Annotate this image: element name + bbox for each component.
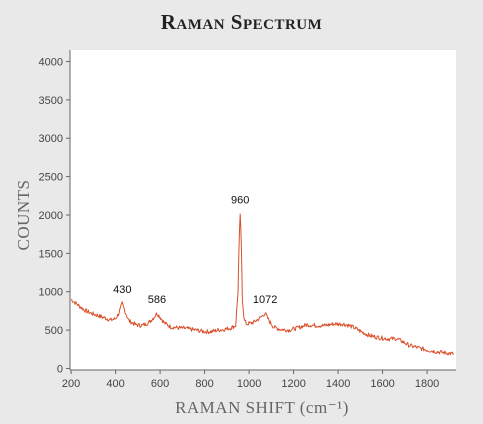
peak-label: 960: [231, 194, 249, 206]
y-axis-label: COUNTS: [14, 179, 33, 250]
y-tick-label: 4000: [39, 57, 63, 69]
x-tick-label: 1200: [281, 378, 305, 390]
x-axis-label: RAMAN SHIFT (cm⁻¹): [175, 398, 349, 417]
peak-label: 430: [113, 284, 131, 296]
axes: 200 400 600 800 1000 1200 1400 1600 1800 0 500 1000…: [39, 50, 456, 390]
x-tick-label: 1600: [370, 378, 394, 390]
y-tick-label: 3000: [39, 133, 63, 145]
x-tick-label: 800: [195, 378, 213, 390]
y-tick-label: 500: [45, 325, 63, 337]
x-tick-label: 400: [106, 378, 124, 390]
x-tick-label: 1800: [415, 378, 439, 390]
spectrum-line: [70, 213, 455, 356]
y-tick-label: 0: [57, 363, 63, 375]
y-tick-label: 3500: [39, 95, 63, 107]
peak-label: 586: [148, 294, 166, 306]
y-tick-label: 1500: [39, 248, 63, 260]
x-tick-label: 1000: [237, 378, 261, 390]
y-tick-label: 1000: [39, 287, 63, 299]
plot-area: [70, 50, 456, 370]
peak-label: 1072: [253, 294, 277, 306]
x-tick-label: 200: [62, 378, 80, 390]
y-tick-label: 2500: [39, 172, 63, 184]
chart-title: Raman Spectrum: [160, 10, 323, 34]
y-tick-label: 2000: [39, 210, 63, 222]
x-tick-label: 1400: [326, 378, 350, 390]
peak-annotations: 430 586 960 1072: [113, 194, 277, 306]
x-tick-label: 600: [151, 378, 169, 390]
